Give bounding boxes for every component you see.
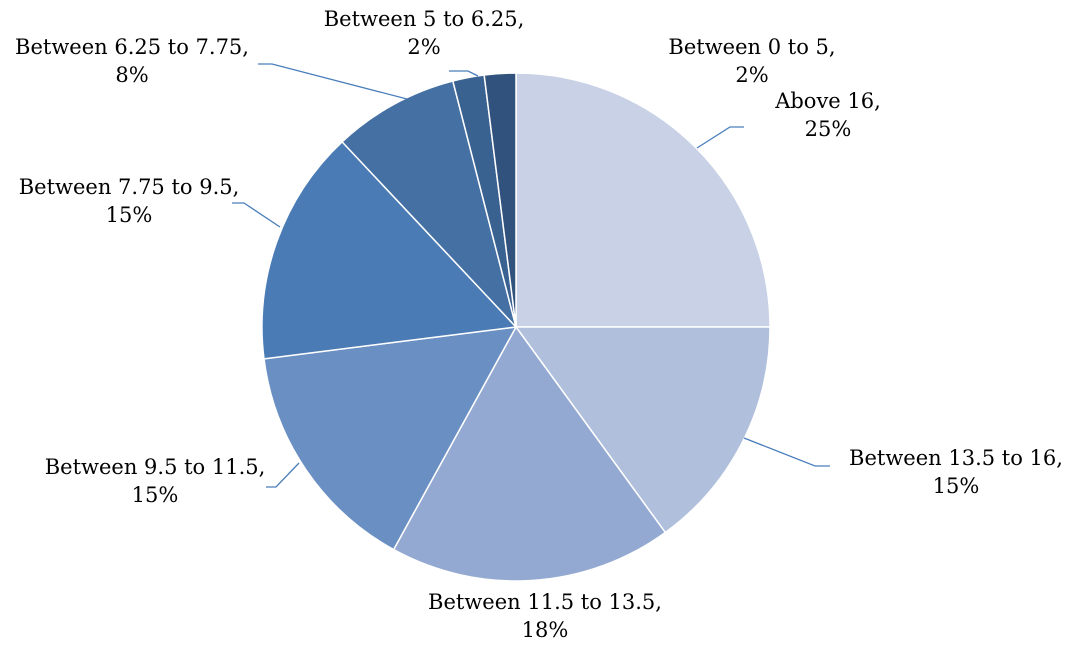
leader-lines	[232, 63, 830, 488]
pie-slice-1	[515, 72, 771, 328]
pie-slice-6	[341, 80, 517, 328]
pie-slice-8	[483, 72, 517, 328]
data-label-percent: 15%	[106, 203, 153, 227]
data-label-3: Between 11.5 to 13.5, 18%	[428, 590, 662, 642]
data-label-2: Between 13.5 to 16, 15%	[849, 446, 1063, 498]
data-label-category: Between 9.5 to 11.5,	[45, 455, 266, 479]
leader-line-4	[266, 462, 300, 488]
data-label-category: Above 16,	[774, 89, 881, 113]
data-label-category: Between 6.25 to 7.75,	[15, 35, 249, 59]
data-label-8: Between 0 to 5, 2%	[668, 35, 835, 87]
pie-slice-2	[514, 326, 771, 534]
leader-line-2	[743, 437, 830, 467]
data-label-category: Between 13.5 to 16,	[849, 446, 1063, 470]
data-label-1: Above 16, 25%	[774, 89, 881, 141]
data-label-percent: 2%	[735, 63, 768, 87]
data-label-7: Between 5 to 6.25, 2%	[324, 7, 525, 59]
data-labels: Above 16, 25%Between 13.5 to 16, 15%Betwee…	[15, 7, 1063, 642]
leader-line-1	[696, 126, 744, 149]
pie-slice-5	[261, 140, 518, 360]
data-label-percent: 18%	[522, 618, 569, 642]
leader-line-5	[232, 202, 281, 228]
pie-slices	[261, 72, 771, 582]
pie-slice-4	[263, 326, 518, 551]
data-label-percent: 8%	[115, 63, 148, 87]
data-label-4: Between 9.5 to 11.5, 15%	[45, 455, 266, 507]
data-label-percent: 15%	[132, 483, 179, 507]
data-label-5: Between 7.75 to 9.5, 15%	[19, 175, 240, 227]
pie-slice-3	[392, 325, 667, 582]
data-label-percent: 15%	[933, 474, 980, 498]
data-label-category: Between 7.75 to 9.5,	[19, 175, 240, 199]
data-label-6: Between 6.25 to 7.75, 8%	[15, 35, 249, 87]
data-label-percent: 25%	[805, 117, 852, 141]
data-label-category: Between 5 to 6.25,	[324, 7, 525, 31]
data-label-category: Between 11.5 to 13.5,	[428, 590, 662, 614]
data-label-category: Between 0 to 5,	[668, 35, 835, 59]
data-label-percent: 2%	[407, 35, 440, 59]
leader-line-7	[449, 70, 479, 77]
leader-line-6	[258, 63, 408, 100]
